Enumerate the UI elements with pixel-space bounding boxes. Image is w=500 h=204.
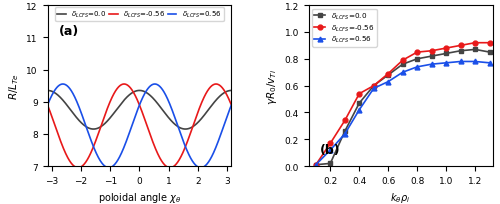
$\delta_{LCFS}$=0.56 [313,164,319,166]
$\delta_{LCFS}$=0.0 [342,130,348,133]
$\delta_{LCFS}$=0.56 [486,62,492,65]
Y-axis label: $\gamma R_0/v_{Ti}$: $\gamma R_0/v_{Ti}$ [265,68,279,104]
$\delta_{LCFS}$=0.0 [328,162,334,165]
$\delta_{LCFS}$=0.56 [472,61,478,63]
$\delta_{LCFS}$=0.0 [356,102,362,105]
$\delta_{LCFS}$=0.56 [386,81,392,83]
$\delta_{LCFS}$=0.0 [313,164,319,166]
Line: $\delta_{LCFS}$=0.0: $\delta_{LCFS}$=0.0 [314,48,492,167]
$\delta_{LCFS}$=0.56 [428,64,434,66]
$\delta_{LCFS}$=0.0 [443,53,449,55]
$\delta_{LCFS}$=0.0 [486,52,492,54]
$\delta_{LCFS}$=-0.56 [371,85,377,87]
$\delta_{LCFS}$=0.56 [371,88,377,90]
$\delta_{LCFS}$=-0.56 [313,164,319,166]
X-axis label: poloidal angle $\chi_{\theta}$: poloidal angle $\chi_{\theta}$ [98,190,181,204]
$\delta_{LCFS}$=-0.56 [458,45,464,47]
$\delta_{LCFS}$=0.56 [414,66,420,69]
Line: $\delta_{LCFS}$=-0.56: $\delta_{LCFS}$=-0.56 [314,41,492,167]
$\delta_{LCFS}$=0.0 [428,56,434,58]
$\delta_{LCFS}$=0.0 [458,50,464,53]
Text: (a): (a) [58,25,79,38]
$\delta_{LCFS}$=-0.56 [400,60,406,62]
Legend: $\delta_{LCFS}$=0.0, $\delta_{LCFS}$=-0.56, $\delta_{LCFS}$=0.56: $\delta_{LCFS}$=0.0, $\delta_{LCFS}$=-0.… [56,8,224,22]
$\delta_{LCFS}$=0.56 [342,133,348,135]
$\delta_{LCFS}$=-0.56 [443,48,449,50]
$\delta_{LCFS}$=0.56 [443,62,449,65]
$\delta_{LCFS}$=-0.56 [486,42,492,45]
$\delta_{LCFS}$=0.0 [386,74,392,77]
$\delta_{LCFS}$=0.0 [400,64,406,66]
$\delta_{LCFS}$=-0.56 [428,50,434,53]
$\delta_{LCFS}$=-0.56 [356,93,362,95]
$\delta_{LCFS}$=-0.56 [342,120,348,122]
$\delta_{LCFS}$=0.56 [328,149,334,151]
$\delta_{LCFS}$=0.0 [371,85,377,87]
Text: (b): (b) [320,143,340,156]
$\delta_{LCFS}$=0.56 [400,72,406,74]
$\delta_{LCFS}$=0.0 [414,58,420,61]
X-axis label: $k_{\theta}\rho_i$: $k_{\theta}\rho_i$ [390,190,410,204]
Y-axis label: $R/L_{Te}$: $R/L_{Te}$ [7,73,20,100]
$\delta_{LCFS}$=0.0 [472,49,478,51]
$\delta_{LCFS}$=-0.56 [414,52,420,54]
$\delta_{LCFS}$=0.56 [356,109,362,111]
$\delta_{LCFS}$=-0.56 [472,42,478,45]
Line: $\delta_{LCFS}$=0.56: $\delta_{LCFS}$=0.56 [314,60,492,167]
Legend: $\delta_{LCFS}$=0.0, $\delta_{LCFS}$=-0.56, $\delta_{LCFS}$=0.56: $\delta_{LCFS}$=0.0, $\delta_{LCFS}$=-0.… [312,10,376,47]
$\delta_{LCFS}$=-0.56 [328,142,334,145]
$\delta_{LCFS}$=-0.56 [386,73,392,75]
$\delta_{LCFS}$=0.56 [458,61,464,63]
